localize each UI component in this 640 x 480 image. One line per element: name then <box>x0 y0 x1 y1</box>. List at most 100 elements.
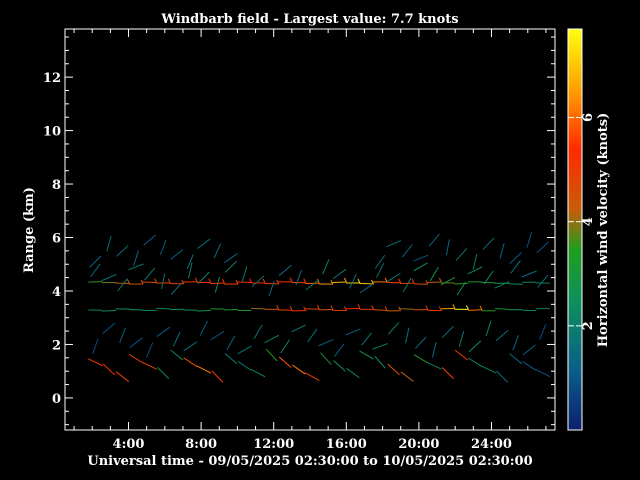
wind-barb <box>333 360 346 372</box>
wind-barb <box>401 244 413 258</box>
wind-barb <box>413 262 428 272</box>
wind-barb <box>117 278 128 292</box>
wind-barb <box>535 368 551 378</box>
wind-barb <box>467 266 483 275</box>
y-tick-label: 2 <box>52 338 61 353</box>
wind-barb-flag <box>371 305 374 310</box>
wind-barb <box>305 279 319 291</box>
chart-title: Windbarb field - Largest value: 7.7 knot… <box>160 12 458 27</box>
y-axis: 0 2 4 6 8 10 12 <box>43 36 555 426</box>
wind-barb <box>102 363 116 376</box>
x-tick-label: 12:00 <box>253 437 294 452</box>
plot-frame <box>64 28 556 431</box>
x-axis: 4:00 8:00 12:00 16:00 20:00 24:00 <box>73 29 547 452</box>
wind-barb <box>456 281 467 296</box>
wind-barb <box>156 326 170 338</box>
wind-barb <box>522 361 537 371</box>
x-tick-label: 24:00 <box>471 437 512 452</box>
y-tick-label: 4 <box>52 285 61 300</box>
wind-barb <box>237 281 252 284</box>
wind-barb-flag <box>127 279 130 284</box>
wind-barb <box>237 345 252 355</box>
wind-barb-flag <box>194 277 198 282</box>
wind-barb <box>509 252 522 265</box>
wind-barb <box>199 320 208 336</box>
wind-barb <box>332 268 347 280</box>
colorbar-label: Horizontal wind velocity (knots) <box>596 113 611 347</box>
wind-barb-flag <box>289 277 293 282</box>
wind-barb <box>372 343 388 350</box>
wind-barb <box>441 325 454 338</box>
x-tick-label: 16:00 <box>326 437 367 452</box>
wind-barb-flag <box>452 304 456 309</box>
wind-barb <box>226 335 236 350</box>
wind-barb <box>280 339 290 354</box>
wind-barb <box>237 360 252 371</box>
wind-barb <box>481 365 496 374</box>
wind-barb <box>170 282 183 295</box>
wind-barb-flag <box>438 306 442 311</box>
wind-barb <box>213 243 222 259</box>
wind-barb <box>413 254 429 262</box>
wind-barb <box>224 353 238 365</box>
wind-barb <box>374 254 386 269</box>
wind-barb-flag <box>330 279 334 285</box>
wind-barb <box>224 260 238 273</box>
wind-barb <box>376 263 385 278</box>
wind-barb <box>426 362 442 370</box>
wind-barb-flag <box>208 278 212 283</box>
wind-barb <box>291 324 307 333</box>
wind-barb <box>197 271 210 284</box>
wind-barb <box>345 328 361 336</box>
wind-barb-flag <box>343 277 347 283</box>
wind-barb-flag <box>289 306 293 311</box>
wind-barb <box>334 343 345 357</box>
colorbar-ticks: 2 4 6 <box>568 113 596 330</box>
wind-barb <box>521 270 537 278</box>
wind-barb <box>116 245 129 257</box>
x-tick-label: 8:00 <box>185 437 217 452</box>
wind-barb <box>429 266 439 282</box>
wind-barb <box>251 307 266 310</box>
wind-barb <box>159 239 167 255</box>
wind-barb <box>196 365 212 374</box>
wind-barb <box>413 354 428 364</box>
wind-barb <box>157 367 170 380</box>
wind-barb <box>467 357 483 367</box>
wind-barb <box>495 308 510 310</box>
wind-barb <box>115 371 130 382</box>
wind-barb <box>428 233 440 247</box>
x-tick-label: 20:00 <box>398 437 439 452</box>
wind-barb-flag <box>303 306 307 311</box>
wind-barb <box>90 263 101 278</box>
wind-barb-flag <box>438 277 442 283</box>
wind-barb <box>481 281 496 284</box>
wind-barb <box>320 352 332 365</box>
wind-barb <box>509 353 523 365</box>
barb-layer <box>87 232 551 383</box>
wind-barb <box>510 260 521 274</box>
wind-barb <box>129 308 144 311</box>
wind-barb <box>295 269 303 286</box>
wind-barb <box>454 282 469 285</box>
wind-barb <box>187 262 193 279</box>
wind-barb <box>115 282 130 285</box>
x-tick-label: 4:00 <box>113 437 145 452</box>
wind-barb <box>101 309 116 312</box>
wind-barb <box>495 329 509 342</box>
wind-barb-flag <box>154 278 158 283</box>
wind-barb <box>441 367 454 379</box>
colorbar <box>567 28 583 431</box>
colorbar-tick-label: 6 <box>581 113 596 122</box>
wind-barb <box>224 253 238 264</box>
wind-barb <box>346 367 360 379</box>
wind-barb <box>307 328 318 343</box>
wind-barb <box>146 342 154 358</box>
colorbar-tick-label: 2 <box>581 321 596 330</box>
wind-barb <box>522 344 536 356</box>
wind-barb <box>250 368 266 378</box>
wind-barb <box>496 370 509 383</box>
wind-barb-flag <box>167 278 171 284</box>
wind-barb <box>483 270 494 285</box>
